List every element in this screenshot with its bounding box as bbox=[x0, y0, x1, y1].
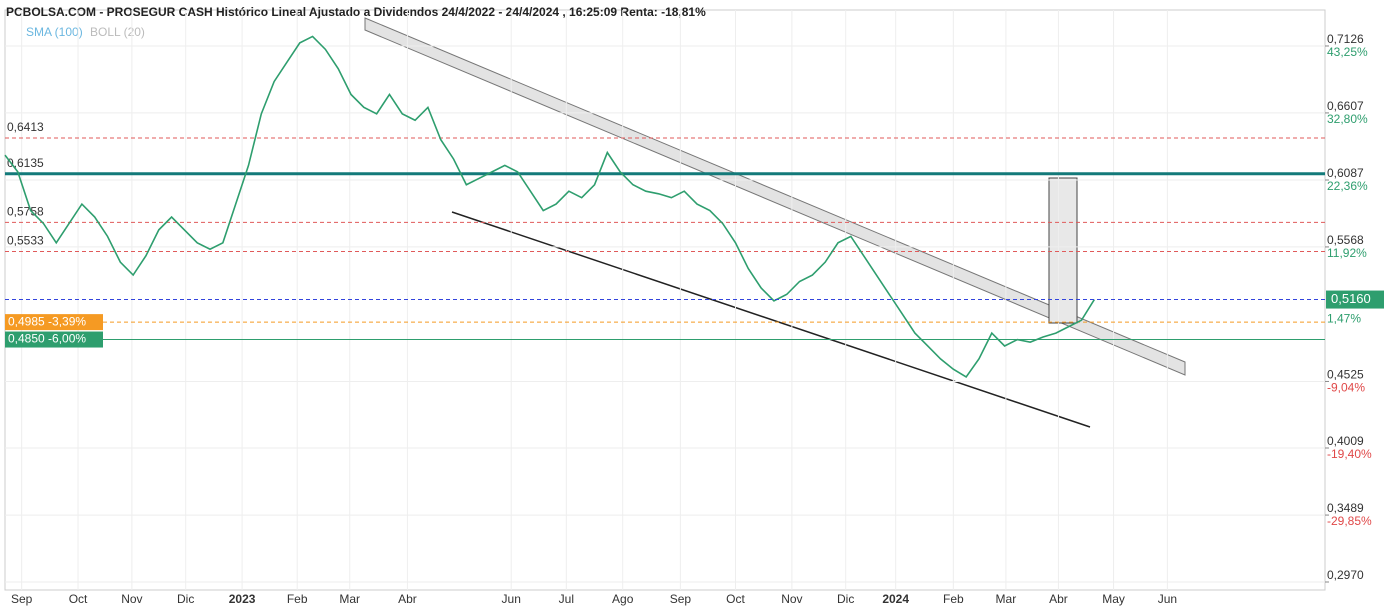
y-tick-pct: -29,85% bbox=[1327, 514, 1372, 528]
x-tick-label: Abr bbox=[398, 592, 417, 606]
x-tick-label: Mar bbox=[996, 592, 1017, 606]
x-tick-label: Abr bbox=[1049, 592, 1068, 606]
y-tick-label: 0,6087 bbox=[1327, 166, 1364, 180]
price-line bbox=[4, 35, 1096, 379]
level-label: 0,4985 -3,39% bbox=[8, 314, 86, 328]
y-tick-pct: 32,80% bbox=[1327, 112, 1368, 126]
level-label: 0,6413 bbox=[7, 120, 44, 134]
y-tick-pct: 11,92% bbox=[1327, 246, 1367, 260]
x-tick-label: Nov bbox=[121, 592, 142, 606]
y-tick-label: 0,4009 bbox=[1327, 434, 1364, 448]
level-label: 0,5533 bbox=[7, 234, 44, 248]
y-tick-label: 0,7126 bbox=[1327, 32, 1364, 46]
range-box bbox=[1048, 177, 1078, 324]
level-tag bbox=[5, 331, 103, 348]
y-tick-pct: -9,04% bbox=[1327, 381, 1365, 395]
level-label: 0,6135 bbox=[7, 156, 44, 170]
x-tick-label: Oct bbox=[726, 592, 745, 606]
x-tick-label: Sep bbox=[11, 592, 33, 606]
x-tick-label: Dic bbox=[837, 592, 854, 606]
x-tick-label: Nov bbox=[781, 592, 802, 606]
y-tick-pct: -19,40% bbox=[1327, 447, 1372, 461]
x-tick-label: Jun bbox=[502, 592, 521, 606]
x-tick-label: Oct bbox=[69, 592, 88, 606]
level-tag bbox=[5, 314, 103, 331]
y-tick-pct: 22,36% bbox=[1327, 179, 1368, 193]
x-tick-label: Feb bbox=[943, 592, 964, 606]
last-price-label: 0,5160 bbox=[1331, 291, 1371, 306]
last-price-pct: 1,47% bbox=[1327, 312, 1361, 326]
x-tick-label: Sep bbox=[670, 592, 692, 606]
level-label: 0,5758 bbox=[7, 205, 44, 219]
level-label: 0,4850 -6,00% bbox=[8, 332, 86, 346]
x-tick-label: Ago bbox=[612, 592, 634, 606]
legend-boll: BOLL (20) bbox=[90, 25, 145, 39]
x-tick-label: Mar bbox=[339, 592, 360, 606]
x-tick-label: Feb bbox=[287, 592, 308, 606]
x-tick-label: 2024 bbox=[882, 592, 909, 606]
chart-title: PCBOLSA.COM - PROSEGUR CASH Histórico Li… bbox=[6, 5, 706, 19]
last-price-tag bbox=[1326, 290, 1384, 309]
y-tick-label: 0,6607 bbox=[1327, 99, 1364, 113]
x-tick-label: May bbox=[1102, 592, 1125, 606]
x-tick-label: Dic bbox=[177, 592, 194, 606]
y-tick-label: 0,2970 bbox=[1327, 568, 1364, 582]
legend-sma: SMA (100) bbox=[26, 25, 83, 39]
y-tick-label: 0,4525 bbox=[1327, 368, 1364, 382]
x-tick-label: Jul bbox=[559, 592, 574, 606]
x-tick-label: 2023 bbox=[229, 592, 256, 606]
y-tick-label: 0,5568 bbox=[1327, 233, 1364, 247]
x-tick-label: Jun bbox=[1158, 592, 1177, 606]
y-tick-label: 0,3489 bbox=[1327, 501, 1364, 515]
y-tick-pct: 43,25% bbox=[1327, 45, 1368, 59]
channel-lower bbox=[451, 211, 1091, 428]
